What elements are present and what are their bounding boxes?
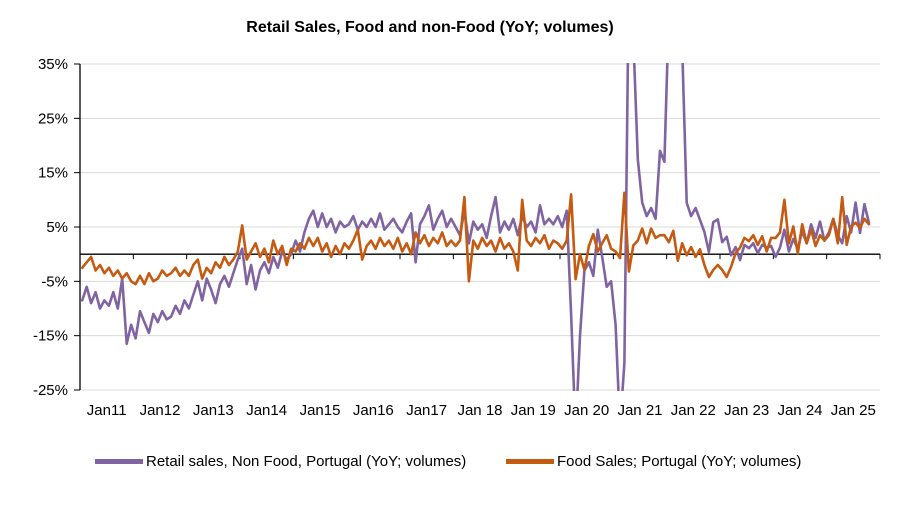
x-tick-label: Jan 19 [511, 402, 556, 419]
chart-title: Retail Sales, Food and non-Food (YoY; vo… [246, 19, 614, 36]
x-tick-label: Jan13 [193, 402, 234, 419]
x-tick-label: Jan16 [353, 402, 394, 419]
x-tick-label: Jan12 [140, 402, 181, 419]
x-tick-label: Jan 18 [457, 402, 502, 419]
x-tick-label: Jan 25 [831, 402, 876, 419]
legend: Retail sales, Non Food, Portugal (YoY; v… [0, 453, 917, 475]
x-tick-label: Jan14 [246, 402, 287, 419]
legend-label-food: Food Sales; Portugal (YoY; volumes) [557, 453, 802, 470]
y-tick-label: 35% [38, 56, 68, 73]
x-tick-label: Jan 21 [617, 402, 662, 419]
y-tick-label: -5% [41, 273, 68, 290]
x-tick-label: Jan11 [87, 402, 127, 419]
food-line-swatch [506, 459, 554, 464]
x-tick-label: Jan17 [406, 402, 447, 419]
legend-label-nonfood: Retail sales, Non Food, Portugal (YoY; v… [146, 453, 467, 470]
legend-entry-food: Food Sales; Portugal (YoY; volumes) [506, 453, 801, 470]
legend-entry-nonfood: Retail sales, Non Food, Portugal (YoY; v… [95, 453, 466, 470]
y-tick-label: 25% [38, 110, 68, 127]
food-series-line [80, 191, 871, 286]
x-tick-label: Jan 20 [564, 402, 609, 419]
x-tick-label: Jan 24 [777, 402, 822, 419]
y-tick-label: -25% [33, 382, 68, 399]
y-tick-label: -15% [33, 328, 68, 345]
x-tick-label: Jan15 [300, 402, 341, 419]
nonfood-series-line [80, 63, 871, 391]
x-tick-label: Jan 22 [671, 402, 716, 419]
y-tick-label: 15% [38, 165, 68, 182]
nonfood-line-swatch [95, 459, 143, 464]
y-tick-label: 5% [46, 219, 68, 236]
x-tick-label: Jan 23 [724, 402, 769, 419]
